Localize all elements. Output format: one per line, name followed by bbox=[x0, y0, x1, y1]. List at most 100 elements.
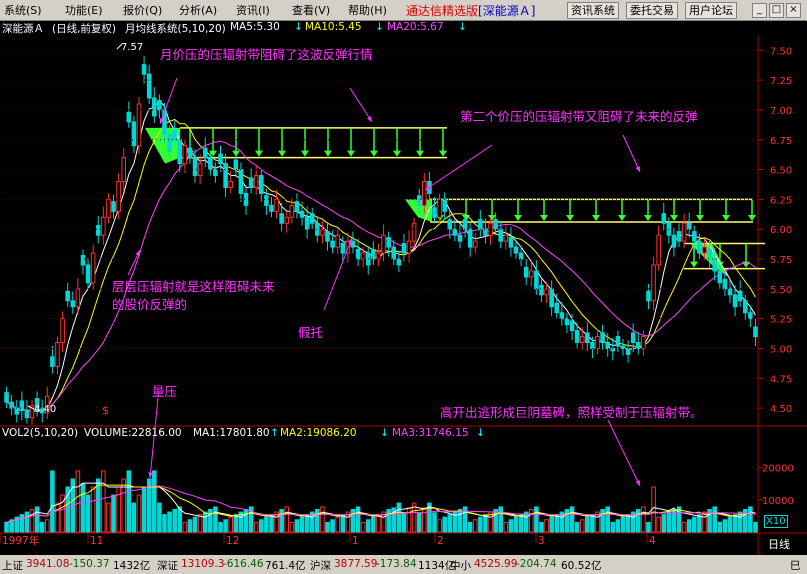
volume-bar bbox=[478, 516, 483, 533]
menu-analysis[interactable]: 分析(A) bbox=[179, 4, 218, 17]
volume-bar bbox=[493, 509, 498, 533]
menu-info[interactable]: 资讯(I) bbox=[236, 4, 270, 17]
volume-bar bbox=[90, 486, 96, 533]
band-arrow-head bbox=[255, 150, 263, 157]
close-button[interactable]: × bbox=[786, 3, 801, 18]
candle-body bbox=[671, 234, 677, 248]
indicator-label: 月均线系统(5,10,20) bbox=[125, 23, 226, 35]
price-tick-label: 5.25 bbox=[770, 315, 792, 326]
annotation-layered-resistance: 层层压辐射就是这样阻碍未来的股价反弹的 bbox=[112, 279, 275, 312]
candle-body bbox=[340, 243, 346, 254]
volume-bar bbox=[432, 512, 437, 533]
volume-bar bbox=[309, 511, 315, 533]
status-right-indicator: 巳 bbox=[790, 560, 801, 572]
candle-body bbox=[549, 288, 554, 308]
candle-body bbox=[80, 254, 86, 266]
menu-quote[interactable]: 报价(Q) bbox=[123, 4, 163, 17]
callout-head bbox=[148, 472, 153, 478]
volume-bar bbox=[202, 511, 208, 533]
menu-function[interactable]: 功能(E) bbox=[65, 4, 103, 17]
candle-body bbox=[45, 395, 50, 414]
candle-body bbox=[590, 342, 595, 349]
candle-body bbox=[523, 266, 529, 278]
volume-bar bbox=[681, 521, 687, 533]
volume-bar bbox=[630, 511, 636, 533]
volume-bar bbox=[55, 502, 60, 533]
volume-bar bbox=[376, 514, 381, 533]
volume-bar bbox=[146, 478, 152, 533]
volume-bar bbox=[625, 514, 631, 533]
callout-head bbox=[135, 250, 140, 256]
band-arrow-head bbox=[644, 215, 652, 222]
candle-body bbox=[472, 240, 478, 248]
candle-body bbox=[432, 207, 437, 218]
maximize-button[interactable]: □ bbox=[769, 3, 784, 18]
price-tick-label: 6.00 bbox=[770, 225, 792, 236]
candle-body bbox=[574, 330, 580, 344]
callout-volume-pressure bbox=[148, 397, 159, 479]
vol-ma1-line bbox=[6, 482, 756, 523]
candle-body bbox=[707, 248, 712, 260]
volume-bar bbox=[258, 519, 264, 533]
volume-bar bbox=[50, 470, 55, 533]
candle-body bbox=[452, 228, 458, 236]
candle-body bbox=[355, 248, 361, 260]
band-arrow-head bbox=[696, 215, 704, 222]
band-arrow-head bbox=[540, 215, 548, 222]
vol-ma3-arrow: ↓ bbox=[476, 427, 485, 439]
candle-body bbox=[569, 320, 575, 332]
volume-bar bbox=[304, 514, 310, 533]
volume-tick-label: 10000 bbox=[762, 496, 794, 507]
candle-body bbox=[676, 231, 682, 242]
candle-body bbox=[85, 264, 91, 284]
candle-body bbox=[65, 290, 70, 302]
candle-body bbox=[55, 342, 60, 367]
callout-tombstone bbox=[607, 419, 641, 487]
volume-multiplier: X10 bbox=[764, 515, 788, 528]
minimize-button[interactable]: _ bbox=[752, 3, 767, 18]
volume-bar bbox=[595, 511, 600, 533]
volume-bar bbox=[243, 509, 249, 533]
ma20-line bbox=[6, 140, 756, 412]
menu-system[interactable]: 系统(S) bbox=[4, 4, 42, 17]
volume-bar bbox=[136, 494, 142, 533]
high-price-label: 7.57 bbox=[121, 42, 144, 53]
callout-second-resistance bbox=[424, 144, 493, 191]
volume-bar bbox=[737, 511, 743, 533]
period-indicator: 日线 bbox=[768, 538, 790, 551]
status-hs-value: 3877.59 bbox=[334, 558, 378, 570]
annotation-volume-pressure: 量压 bbox=[152, 384, 178, 399]
volume-bar bbox=[350, 509, 356, 533]
callout-line bbox=[149, 397, 159, 479]
candle-body bbox=[299, 210, 305, 218]
volume-bar bbox=[315, 509, 320, 533]
status-sh-value: 3941.08 bbox=[26, 558, 70, 570]
volume-bar bbox=[182, 521, 188, 533]
candle-body bbox=[350, 240, 356, 248]
info-system-button[interactable]: 资讯系统 bbox=[567, 2, 619, 19]
trade-button[interactable]: 委托交易 bbox=[626, 2, 678, 19]
volume-bar bbox=[590, 514, 595, 533]
volume-bar bbox=[29, 509, 35, 533]
volume-bar bbox=[467, 521, 473, 533]
volume-bar bbox=[549, 516, 554, 533]
volume-bar bbox=[386, 509, 391, 533]
menu-view[interactable]: 查看(V) bbox=[292, 4, 331, 17]
vol-value: VOLUME:22816.00 bbox=[84, 427, 182, 439]
volume-bar bbox=[564, 509, 570, 533]
menu-help[interactable]: 帮助(H) bbox=[348, 4, 387, 17]
callout-line bbox=[349, 87, 373, 123]
candle-body bbox=[411, 222, 417, 242]
forum-button[interactable]: 用户论坛 bbox=[685, 2, 737, 19]
band-arrow-head bbox=[324, 150, 332, 157]
candle-body bbox=[391, 246, 397, 260]
volume-bar bbox=[65, 486, 70, 533]
callout-line bbox=[622, 134, 641, 173]
candle-body bbox=[554, 302, 560, 314]
volume-bar bbox=[141, 486, 147, 533]
band-arrow-head bbox=[748, 215, 756, 222]
candle-body bbox=[478, 219, 483, 230]
candle-body bbox=[585, 332, 590, 344]
candle-body bbox=[727, 288, 733, 296]
